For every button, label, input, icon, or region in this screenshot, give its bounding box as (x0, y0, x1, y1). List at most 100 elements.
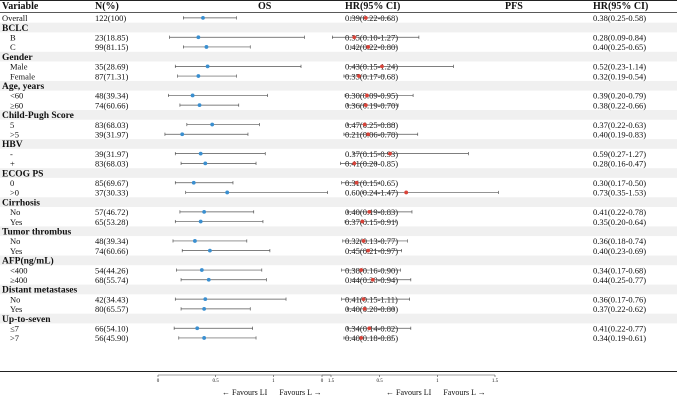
row-n: 74(60.66) (95, 246, 128, 256)
os-estimate-point (199, 268, 204, 272)
table-row: Yes 65(53.28) 0.37(0.15-0.91) 0.35(0.20-0.6… (10, 217, 646, 227)
table-row: Overall 122(100) 0.39(0.22-0.68) 0.38(0.25-… (2, 13, 646, 23)
row-hr-pfs: 0.36(0.17-0.76) (593, 294, 646, 304)
row-hr-pfs: 0.38(0.22-0.66) (593, 100, 646, 110)
os-estimate (180, 161, 257, 166)
os-estimate (164, 132, 249, 137)
group-label: Cirrhosis (2, 198, 40, 208)
row-label: No (10, 207, 20, 217)
row-label: Overall (2, 13, 28, 23)
os-estimate (176, 268, 263, 272)
pfs-estimate (332, 35, 420, 40)
os-estimate (183, 45, 251, 49)
os-tick-label: 1.5 (328, 379, 335, 384)
pfs-favours-left: ← Favours LI (386, 388, 432, 397)
pfs-estimate-point (360, 219, 365, 224)
row-bands (0, 22, 677, 324)
table-row: ≤7 66(54.10) 0.34(0.14-0.82) 0.41(0.22-0.77… (10, 323, 646, 333)
os-estimate-point (196, 74, 201, 78)
row-hr-pfs: 0.34(0.19-0.61) (593, 333, 646, 343)
pfs-estimate-point (359, 268, 364, 272)
row-n: 23(18.85) (95, 32, 128, 42)
row-hr-pfs: 0.41(0.22-0.77) (593, 323, 646, 333)
pfs-estimate (347, 209, 413, 214)
pfs-tick-label: 1.5 (492, 379, 499, 384)
row-hr-pfs: 0.41(0.22-0.78) (593, 207, 646, 217)
table-row: ≥40068(55.74)0.44(0.20-0.94)0.44(0.25-0.… (10, 275, 646, 285)
pfs-estimate-point (362, 122, 367, 127)
table-row: >7 56(45.90) 0.40(0.18-0.85) 0.34(0.19-0.61… (10, 333, 646, 343)
pfs-estimate (342, 239, 408, 243)
os-estimate (172, 239, 248, 243)
os-estimate-point (190, 93, 195, 98)
row-label: No (10, 294, 20, 304)
row-hr-pfs: 0.73(0.35-1.53) (593, 188, 646, 198)
row-hr-pfs: 0.38(0.25-0.58) (593, 13, 646, 23)
pfs-estimate-point (380, 64, 384, 69)
os-estimate (183, 15, 237, 20)
os-favours-left: ← Favours LI (222, 388, 268, 397)
pfs-estimate-point (367, 326, 372, 331)
os-estimate (179, 103, 240, 108)
table-row: C 99(81.15) 0.42(0.22-0.80) 0.40(0.25-0.65) (10, 42, 646, 52)
row-hr-pfs: 0.32(0.19-0.54) (593, 71, 646, 81)
os-estimate-point (203, 161, 208, 166)
table-row: ≥60 74(60.66) 0.36(0.19-0.70) 0.38(0.22-0.6… (10, 100, 646, 110)
pfs-estimate (348, 248, 402, 253)
row-label: Yes (10, 217, 22, 227)
os-estimate (180, 277, 267, 282)
os-estimate-point (198, 151, 203, 156)
row-n: 37(30.33) (95, 188, 128, 198)
pfs-estimate-point (352, 161, 357, 166)
row-label: Male (10, 62, 28, 72)
row-label: >7 (10, 333, 19, 343)
os-estimate-point (206, 277, 211, 282)
row-hr-pfs: 0.40(0.25-0.65) (593, 42, 646, 52)
pfs-estimate (341, 297, 411, 302)
pfs-estimate-point (365, 93, 369, 98)
header-pfs: PFS (505, 1, 523, 12)
row-n: 66(54.10) (95, 323, 128, 333)
os-estimate (168, 93, 268, 98)
header-os: OS (258, 1, 272, 12)
pfs-estimate-point (357, 74, 361, 78)
row-n: 99(81.15) (95, 42, 128, 52)
group-band (0, 51, 677, 62)
table-row: B 23(18.85) 0.35(0.10-1.27) 0.28(0.09-0.84) (10, 32, 646, 42)
os-estimate (180, 306, 251, 311)
header-hr-pfs: HR(95% CI) (593, 1, 648, 12)
row-hr-pfs: 0.28(0.16-0.47) (593, 159, 646, 169)
row-label: 5 (10, 120, 14, 130)
table-row: No 57(46.72) 0.40(0.19-0.83) 0.41(0.22-0.78… (10, 207, 646, 217)
row-hr-pfs: 0.28(0.09-0.84) (593, 32, 646, 42)
table-row: <60 48(39.34) 0.30(0.09-0.95) 0.39(0.20-0.7… (10, 91, 646, 101)
group-label: Tumor thrombus (2, 227, 72, 237)
row-label: <400 (10, 265, 28, 275)
row-n: 57(46.72) (95, 207, 128, 217)
os-estimate (181, 248, 271, 253)
pfs-tick-label: 1 (436, 379, 439, 384)
table-row: >5 39(31.97) 0.21(0.06-0.78) 0.40(0.19-0.83… (10, 129, 646, 139)
row-n: 54(44.26) (95, 265, 128, 275)
row-label: B (10, 32, 16, 42)
pfs-estimate (348, 64, 454, 69)
group-label: ECOG PS (2, 169, 43, 179)
os-estimate (174, 219, 264, 224)
table-row: <400 54(44.26) 0.38(0.16-0.90) 0.34(0.17-0.… (10, 265, 646, 275)
row-label: >5 (10, 129, 19, 139)
pfs-estimate (344, 93, 414, 98)
os-estimate (173, 326, 253, 331)
group-label: HBV (2, 140, 23, 150)
group-label: Distant metastases (2, 286, 78, 296)
os-estimate (177, 74, 237, 78)
pfs-estimate-point (361, 239, 366, 243)
os-estimate-point (208, 248, 212, 253)
os-estimate-point (191, 180, 196, 185)
table-row: No 42(34.43) 0.41(0.15-1.11) 0.36(0.17-0.76… (10, 294, 646, 304)
header-variable: Variable (2, 1, 39, 12)
pfs-estimate-point (363, 15, 368, 20)
header-hr-os: HR(95% CI) (345, 1, 400, 12)
pfs-estimate (343, 74, 385, 78)
row-n: 74(60.66) (95, 100, 128, 110)
